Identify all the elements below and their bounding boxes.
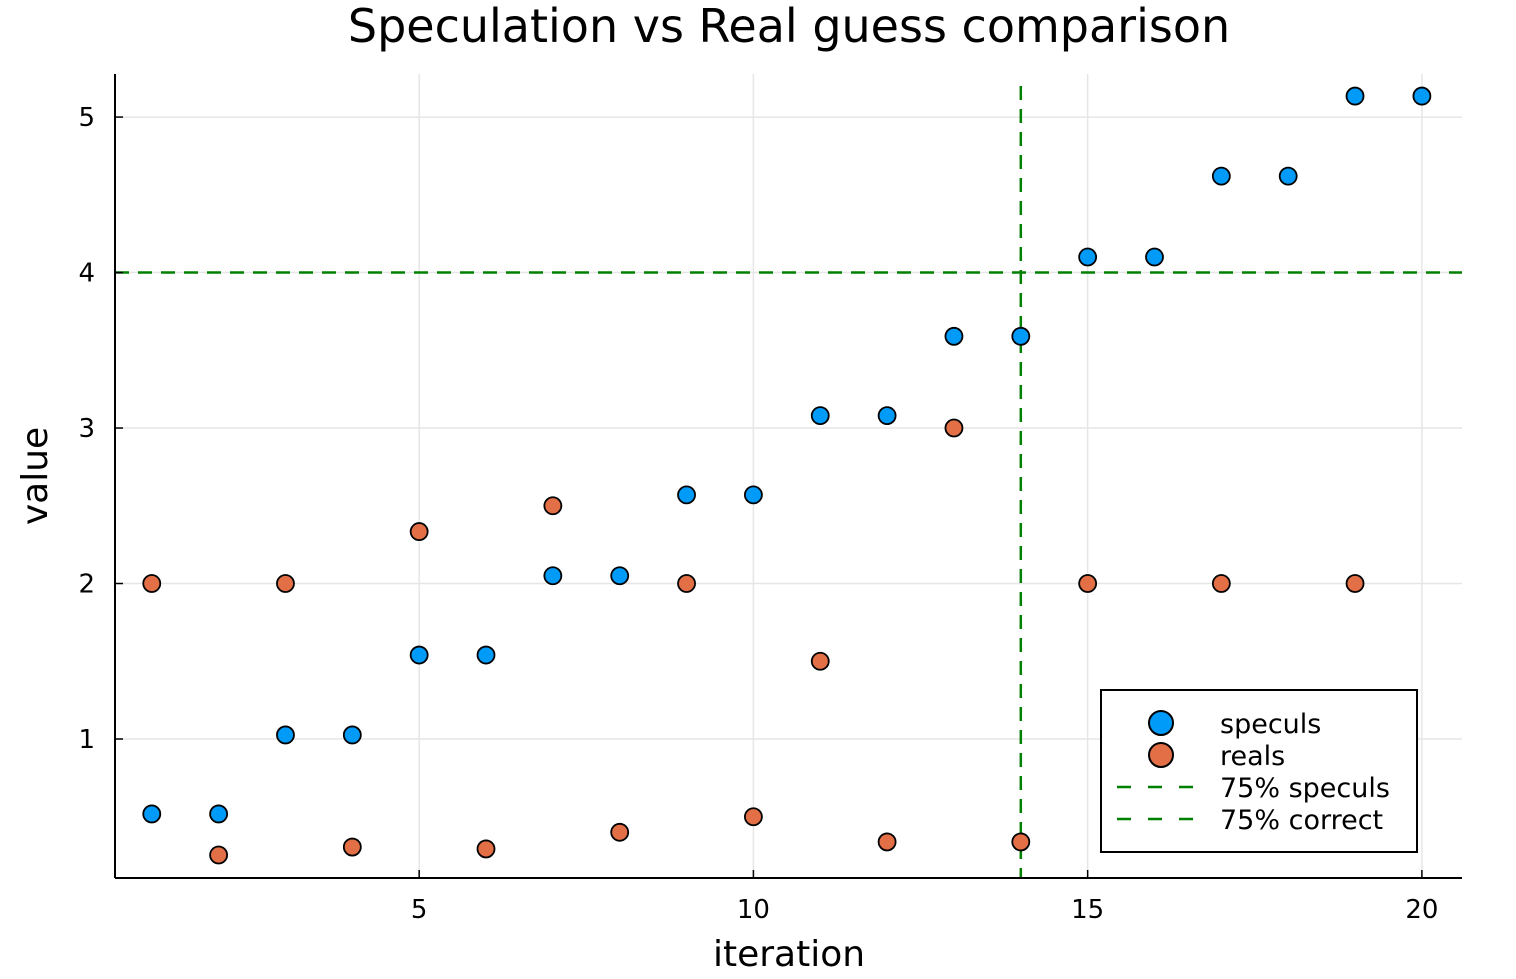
reals-point xyxy=(810,651,830,671)
speculs-point xyxy=(1345,86,1365,106)
reals-point xyxy=(1211,574,1231,593)
x-axis-label: iteration xyxy=(713,934,865,975)
speculs-point xyxy=(677,485,696,505)
reals-legend-marker xyxy=(1148,742,1174,768)
reals-point xyxy=(1078,574,1098,593)
speculs-point xyxy=(1278,166,1298,186)
speculs-point xyxy=(543,566,563,586)
reals-point xyxy=(142,574,162,593)
speculs-point xyxy=(209,804,229,824)
speculs-point xyxy=(877,406,897,425)
y-tick-label: 1 xyxy=(78,725,95,755)
speculs-point xyxy=(142,804,162,824)
speculs-point xyxy=(944,326,964,346)
y-axis-label: value xyxy=(15,427,56,525)
reals-point xyxy=(1011,832,1031,852)
speculs-point xyxy=(342,725,362,745)
x-tick-label: 15 xyxy=(1071,895,1104,925)
reals-point xyxy=(610,822,630,842)
reals-point xyxy=(677,574,696,593)
reals-point xyxy=(409,522,429,541)
y-tick-label: 3 xyxy=(78,414,95,444)
legend-label: 75% correct xyxy=(1220,805,1383,836)
x-tick-label: 5 xyxy=(411,895,428,925)
reals-point xyxy=(342,837,362,857)
reals-point xyxy=(877,832,897,852)
speculs-point xyxy=(409,645,429,665)
reals-point xyxy=(543,496,563,516)
speculs-point xyxy=(276,725,295,745)
reals-point xyxy=(1345,574,1365,593)
speculs-point xyxy=(1211,166,1231,186)
legend-label: reals xyxy=(1220,741,1285,772)
reals-point xyxy=(476,839,496,859)
speculs-point xyxy=(810,406,830,425)
speculs-point xyxy=(1078,247,1098,267)
y-tick-label: 2 xyxy=(78,570,95,600)
speculs-point xyxy=(1011,326,1031,346)
legend-label: speculs xyxy=(1220,709,1321,740)
y-tick-label: 5 xyxy=(78,103,95,133)
y-tick-label: 4 xyxy=(78,259,95,289)
speculs-point xyxy=(744,485,763,505)
speculs-point xyxy=(610,566,630,586)
legend-label: 75% speculs xyxy=(1220,773,1390,804)
chart-title: Speculation vs Real guess comparison xyxy=(348,0,1230,53)
speculs-point xyxy=(1412,86,1432,106)
x-tick-label: 10 xyxy=(737,895,770,925)
speculs-point xyxy=(1145,247,1164,267)
reals-point xyxy=(209,845,229,865)
reals-point xyxy=(276,574,295,593)
reals-point xyxy=(944,418,964,438)
reals-point xyxy=(744,807,763,827)
speculs-legend-marker xyxy=(1148,710,1174,736)
speculs-point xyxy=(476,645,496,665)
x-tick-label: 20 xyxy=(1405,895,1438,925)
